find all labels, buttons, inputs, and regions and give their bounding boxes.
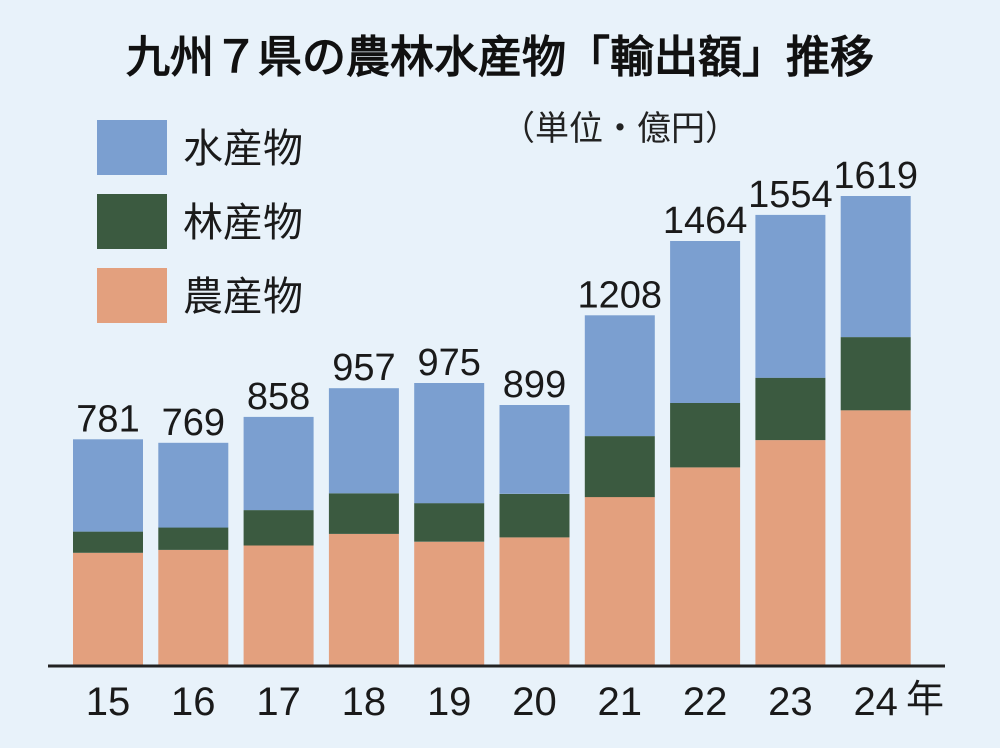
legend-label-forestry: 林産物 bbox=[183, 200, 303, 246]
total-label-20: 899 bbox=[503, 364, 566, 406]
chart-title: 九州７県の農林水産物「輸出額」推移 bbox=[126, 32, 874, 83]
x-tick-23: 23 bbox=[768, 680, 813, 724]
total-label-16: 769 bbox=[162, 402, 225, 444]
bar-segment-forestry-23 bbox=[755, 377, 826, 441]
bar-segment-agricultural-18 bbox=[328, 533, 399, 666]
legend: 水産物 林産物 農産物 bbox=[97, 120, 303, 323]
total-label-24: 1619 bbox=[833, 155, 918, 197]
bar-segment-agricultural-15 bbox=[73, 552, 143, 666]
x-tick-17: 17 bbox=[256, 680, 301, 724]
bar-segment-forestry-18 bbox=[328, 493, 399, 534]
total-label-17: 858 bbox=[247, 376, 310, 418]
bar-segment-agricultural-17 bbox=[243, 545, 314, 666]
x-tick-20: 20 bbox=[512, 680, 557, 724]
total-label-21: 1208 bbox=[578, 274, 663, 316]
legend-swatch-agricultural bbox=[97, 268, 167, 323]
bar-segment-agricultural-21 bbox=[584, 497, 655, 666]
bar-segment-forestry-22 bbox=[670, 403, 741, 468]
bar-segment-agricultural-22 bbox=[670, 467, 741, 666]
legend-label-aquatic: 水産物 bbox=[183, 126, 303, 172]
total-label-15: 781 bbox=[76, 398, 139, 440]
bar-segment-forestry-16 bbox=[158, 527, 229, 550]
bar-segment-aquatic-17 bbox=[243, 416, 314, 511]
bar-segment-agricultural-20 bbox=[499, 537, 570, 666]
bar-segment-aquatic-15 bbox=[73, 439, 143, 532]
x-tick-18: 18 bbox=[342, 680, 387, 724]
total-label-18: 957 bbox=[332, 347, 395, 389]
legend-label-agricultural: 農産物 bbox=[183, 274, 303, 320]
bar-segment-aquatic-18 bbox=[328, 388, 399, 494]
legend-swatch-forestry bbox=[97, 194, 167, 249]
bar-segment-agricultural-24 bbox=[840, 410, 911, 666]
x-tick-16: 16 bbox=[171, 680, 216, 724]
chart-unit-label: （単位・億円） bbox=[501, 109, 739, 149]
bar-segment-aquatic-24 bbox=[840, 196, 911, 338]
total-label-22: 1464 bbox=[663, 200, 748, 242]
bar-segment-forestry-17 bbox=[243, 510, 314, 546]
bar-segment-agricultural-19 bbox=[414, 541, 485, 666]
bar-segment-aquatic-16 bbox=[158, 442, 229, 528]
x-tick-21: 21 bbox=[598, 680, 643, 724]
x-tick-15: 15 bbox=[86, 680, 131, 724]
x-tick-24: 24 bbox=[853, 680, 898, 724]
bar-segment-aquatic-21 bbox=[584, 315, 655, 437]
bar-segment-aquatic-22 bbox=[670, 241, 741, 403]
total-label-23: 1554 bbox=[748, 174, 833, 216]
bar-segment-aquatic-20 bbox=[499, 405, 570, 494]
bar-segment-agricultural-23 bbox=[755, 440, 826, 666]
x-axis-unit-label: 年 bbox=[906, 677, 944, 721]
x-axis-ticks: 15 16 17 18 19 20 21 22 23 24 bbox=[86, 680, 898, 724]
bar-segment-forestry-24 bbox=[840, 337, 911, 411]
bar-segment-forestry-20 bbox=[499, 493, 570, 538]
bar-segment-aquatic-19 bbox=[414, 383, 485, 504]
total-label-19: 975 bbox=[417, 342, 480, 384]
bar-segment-forestry-21 bbox=[584, 436, 655, 498]
bar-segment-agricultural-16 bbox=[158, 549, 229, 666]
bars-group bbox=[73, 196, 911, 666]
bar-segment-aquatic-23 bbox=[755, 214, 826, 378]
x-tick-22: 22 bbox=[683, 680, 728, 724]
bar-segment-forestry-15 bbox=[73, 531, 143, 553]
bar-segment-forestry-19 bbox=[414, 503, 485, 542]
x-tick-19: 19 bbox=[427, 680, 472, 724]
legend-swatch-aquatic bbox=[97, 120, 167, 175]
